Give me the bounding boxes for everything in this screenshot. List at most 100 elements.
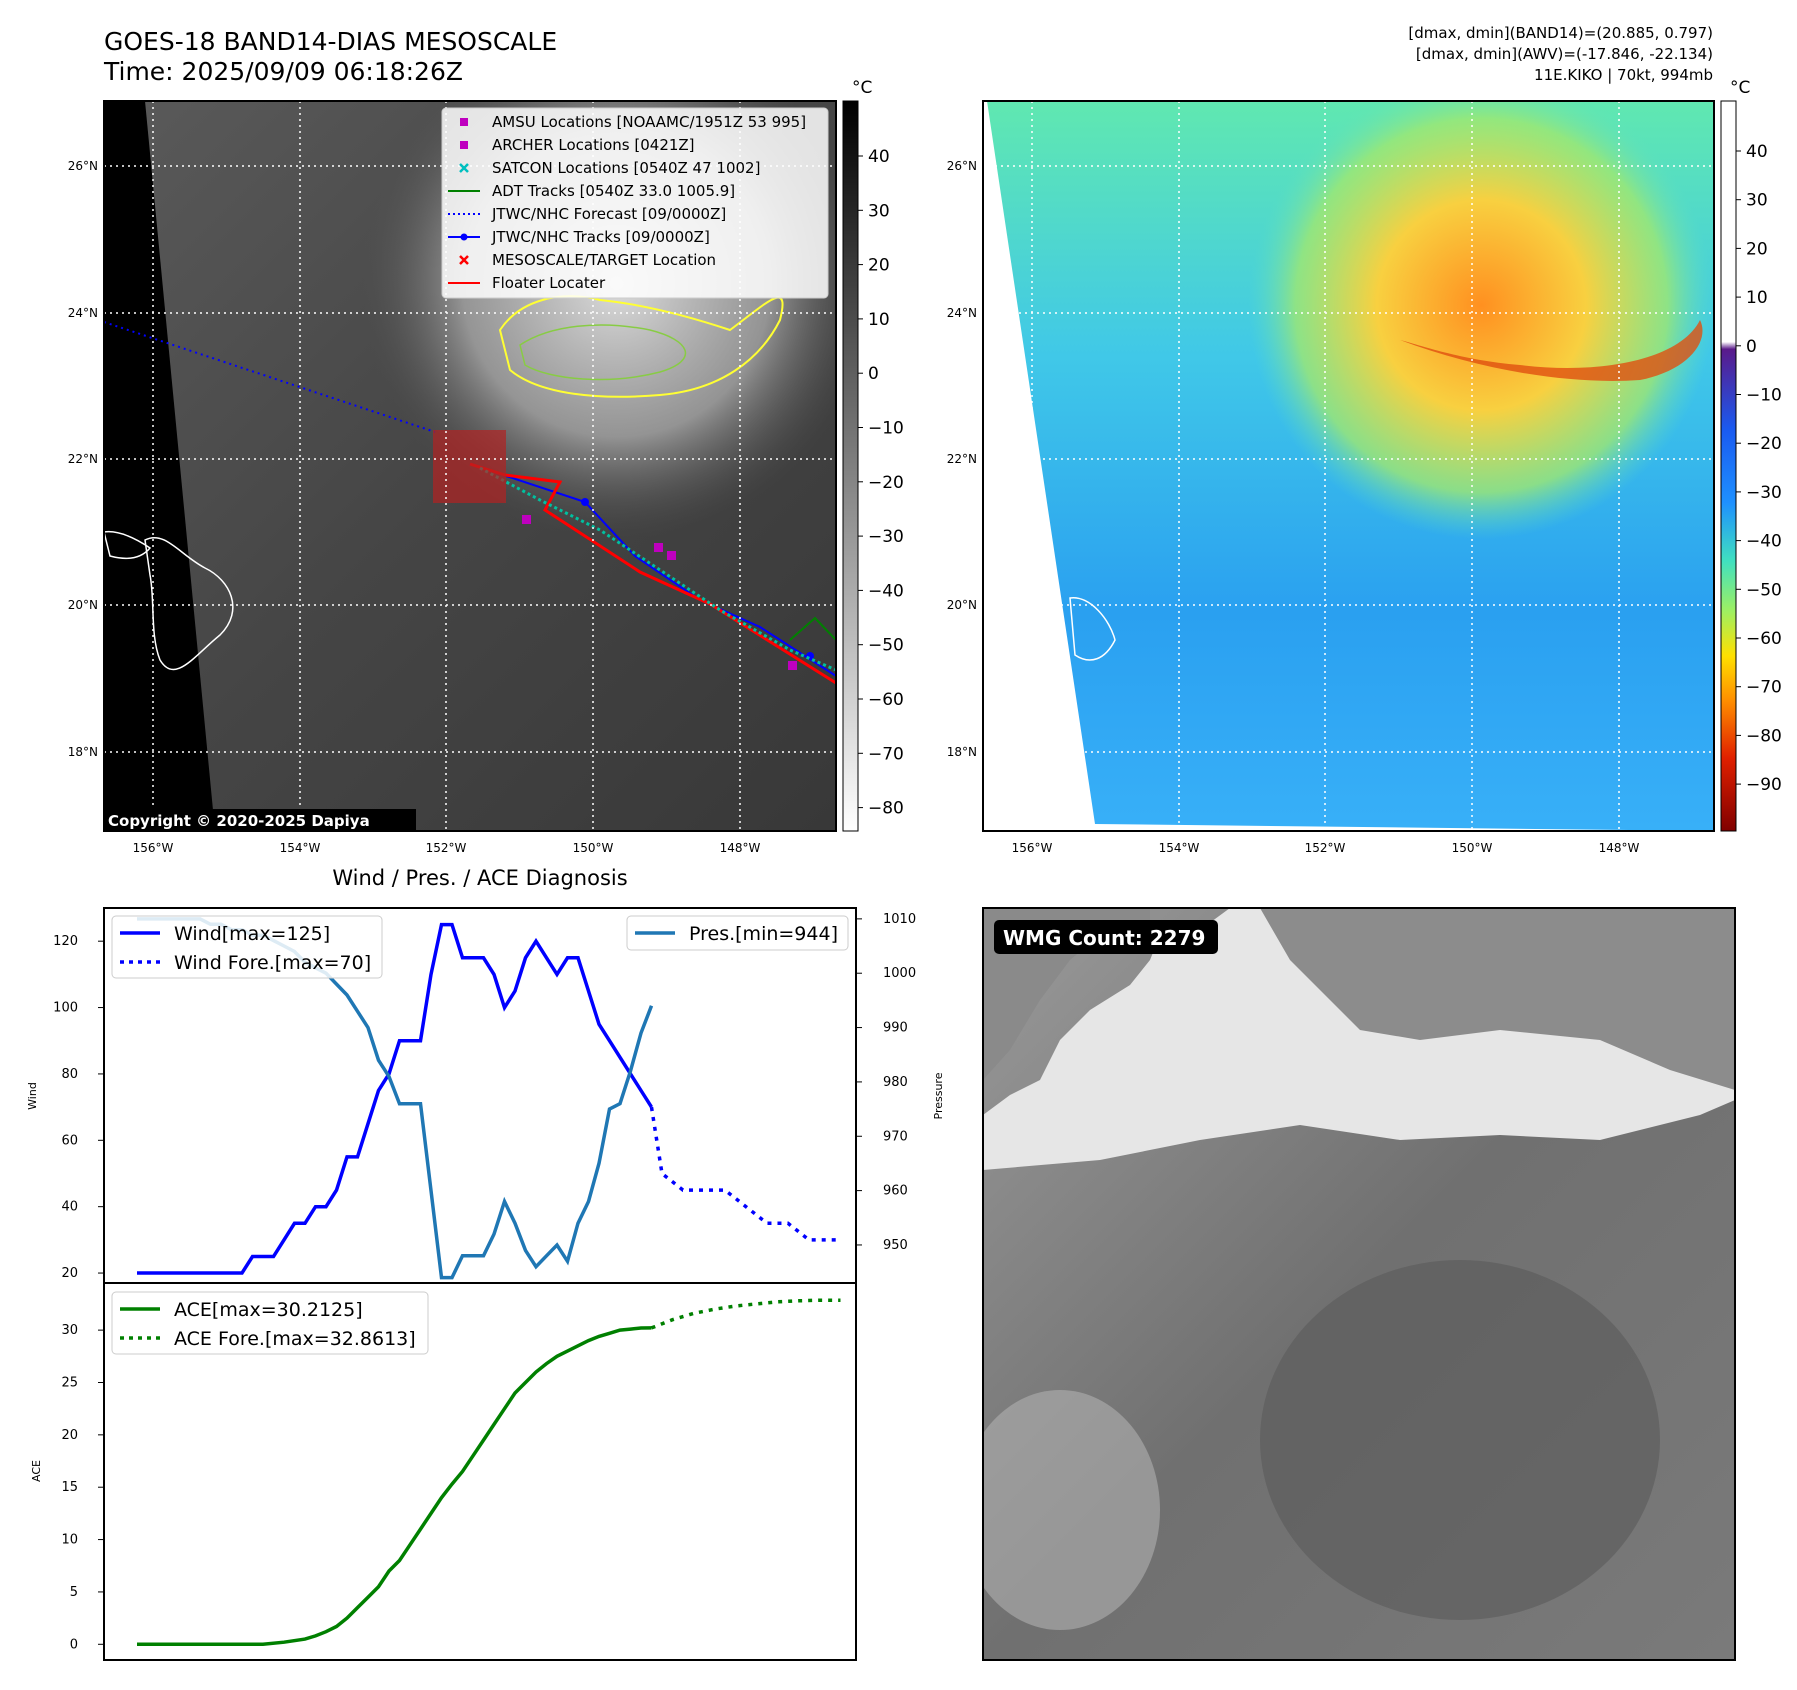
wind-tick-label: 120: [53, 934, 78, 949]
legend-entry-label: JTWC/NHC Tracks [09/0000Z]: [491, 228, 710, 246]
pressure-tick-label: 970: [883, 1129, 908, 1144]
lat-tick-label: 24°N: [947, 306, 977, 320]
ir-legend: AMSU Locations [NOAAMC/1951Z 53 995] ARCH…: [441, 107, 829, 299]
wind-tick-label: 20: [61, 1266, 78, 1281]
legend-dot-icon: [460, 233, 468, 241]
info-band14-range: [dmax, dmin](BAND14)=(20.885, 0.797): [1408, 24, 1713, 42]
pressure-axis-label: Pressure: [932, 1072, 945, 1119]
info-awv-range: [dmax, dmin](AWV)=(-17.846, -22.134): [1416, 45, 1713, 63]
colorbar-tick-label: 40: [1746, 142, 1768, 162]
colorbar-tick-label: −50: [868, 636, 904, 656]
ir-adt-track: [789, 616, 836, 641]
lat-tick-label: 22°N: [947, 452, 977, 466]
ir-amsu-marker: [522, 515, 531, 524]
legend-entry-label: AMSU Locations [NOAAMC/1951Z 53 995]: [492, 113, 806, 131]
colorbar-tick-label: −10: [868, 419, 904, 439]
wind-forecast-line: [649, 1106, 841, 1242]
wind-fore-legend-label: Wind Fore.[max=70]: [174, 952, 371, 974]
wmg-count-label: WMG Count: 2279: [1003, 926, 1205, 950]
wind-tick-label: 40: [61, 1200, 78, 1215]
wv-colorbar-unit: °C: [1730, 78, 1750, 98]
lon-tick-label: 150°W: [1452, 841, 1493, 855]
lat-tick-label: 20°N: [947, 598, 977, 612]
lat-tick-label: 20°N: [68, 598, 98, 612]
pres-legend-box: [626, 915, 849, 951]
diagnosis-title: Wind / Pres. / ACE Diagnosis: [332, 866, 627, 890]
ace-forecast-line: [650, 1298, 841, 1330]
wmg-frame: [982, 907, 1736, 1661]
ir-cold-cloud-contour: [498, 295, 784, 398]
ir-legend-box: [441, 107, 829, 299]
wv-map-panel: 26°N 24°N 22°N 20°N 18°N 156°W 154°W 152°W 150°…: [947, 78, 1782, 855]
lon-tick-label: 156°W: [133, 841, 174, 855]
ir-colorbar-unit: °C: [852, 78, 872, 98]
lon-tick-label: 148°W: [720, 841, 761, 855]
pressure-tick-label: 990: [883, 1021, 908, 1036]
wind-tick-label: 60: [61, 1133, 78, 1148]
wind-tick-label: 100: [53, 1001, 78, 1016]
ir-best-track-line: [469, 463, 836, 677]
figure-time: Time: 2025/09/09 06:18:26Z: [103, 57, 463, 86]
colorbar-tick-label: 30: [1746, 191, 1768, 211]
wind-tick-label: 80: [61, 1067, 78, 1082]
ace-fore-legend-label: ACE Fore.[max=32.8613]: [174, 1328, 416, 1350]
copyright-box: [104, 809, 416, 831]
ir-amsu-marker: [788, 661, 797, 670]
wmg-count-box: [994, 920, 1218, 954]
colorbar-tick-label: −30: [868, 527, 904, 547]
wv-storm-moisture: [987, 101, 1714, 831]
colorbar-tick-label: −40: [1746, 532, 1782, 552]
pressure-tick-label: 980: [883, 1075, 908, 1090]
lat-tick-label: 26°N: [68, 159, 98, 173]
colorbar-tick-label: −10: [1746, 386, 1782, 406]
ir-no-data-region: [104, 101, 215, 831]
ir-track-point: [581, 498, 589, 506]
colorbar-tick-label: 10: [868, 310, 890, 330]
lat-tick-label: 18°N: [947, 745, 977, 759]
colorbar-tick-label: 20: [1746, 239, 1768, 259]
legend-entry-label: ADT Tracks [0540Z 33.0 1005.9]: [492, 182, 735, 200]
colorbar-tick-label: −50: [1746, 580, 1782, 600]
colorbar-tick-label: −30: [1746, 483, 1782, 503]
pres-legend-label: Pres.[min=944]: [689, 923, 838, 945]
colorbar-tick-label: −80: [1746, 726, 1782, 746]
figure-title: GOES-18 BAND14-DIAS MESOSCALE: [104, 27, 557, 56]
legend-entry-label: ARCHER Locations [0421Z]: [492, 136, 695, 154]
ace-legend-label: ACE[max=30.2125]: [174, 1299, 363, 1321]
ace-tick-label: 25: [61, 1375, 78, 1390]
ir-mesoscale-target-box: [433, 430, 506, 503]
lon-tick-label: 150°W: [573, 841, 614, 855]
ace-tick-label: 30: [61, 1323, 78, 1338]
legend-x-icon: [459, 255, 469, 265]
legend-entry-label: Floater Locater: [492, 274, 606, 292]
ir-big-island-coast: [144, 537, 234, 671]
legend-square-icon: [460, 118, 468, 126]
colorbar-tick-label: −80: [868, 799, 904, 819]
ir-satcon-track: [479, 466, 836, 672]
ir-maui-coast: [104, 530, 152, 560]
colorbar-tick-label: 0: [868, 364, 879, 384]
colorbar-tick-label: −60: [868, 690, 904, 710]
wmg-dark-region: [1260, 1260, 1660, 1620]
colorbar-tick-label: −20: [868, 473, 904, 493]
pressure-tick-label: 960: [883, 1184, 908, 1199]
colorbar-tick-label: −70: [1746, 678, 1782, 698]
lat-tick-label: 22°N: [68, 452, 98, 466]
ace-tick-label: 0: [70, 1637, 78, 1652]
colorbar-tick-label: −70: [868, 744, 904, 764]
wind-pressure-chart: Wind Pressure 120 100 80 60 40 20 1010 1000 990…: [26, 907, 945, 1284]
wv-gridlines: [983, 101, 1714, 831]
wind-axis-label: Wind: [26, 1082, 39, 1110]
ace-axis-label: ACE: [30, 1460, 43, 1482]
ace-tick-label: 15: [61, 1480, 78, 1495]
lat-tick-label: 26°N: [947, 159, 977, 173]
copyright-text: Copyright © 2020-2025 Dapiya: [108, 812, 370, 830]
lat-tick-label: 24°N: [68, 306, 98, 320]
wmg-panel: WMG Count: 2279: [982, 907, 1736, 1661]
colorbar-tick-label: 20: [868, 256, 890, 276]
wv-colorbar: [1720, 100, 1737, 832]
legend-entry-label: SATCON Locations [0540Z 47 1002]: [492, 159, 760, 177]
colorbar-tick-label: 40: [868, 147, 890, 167]
ace-tick-label: 5: [70, 1585, 78, 1600]
